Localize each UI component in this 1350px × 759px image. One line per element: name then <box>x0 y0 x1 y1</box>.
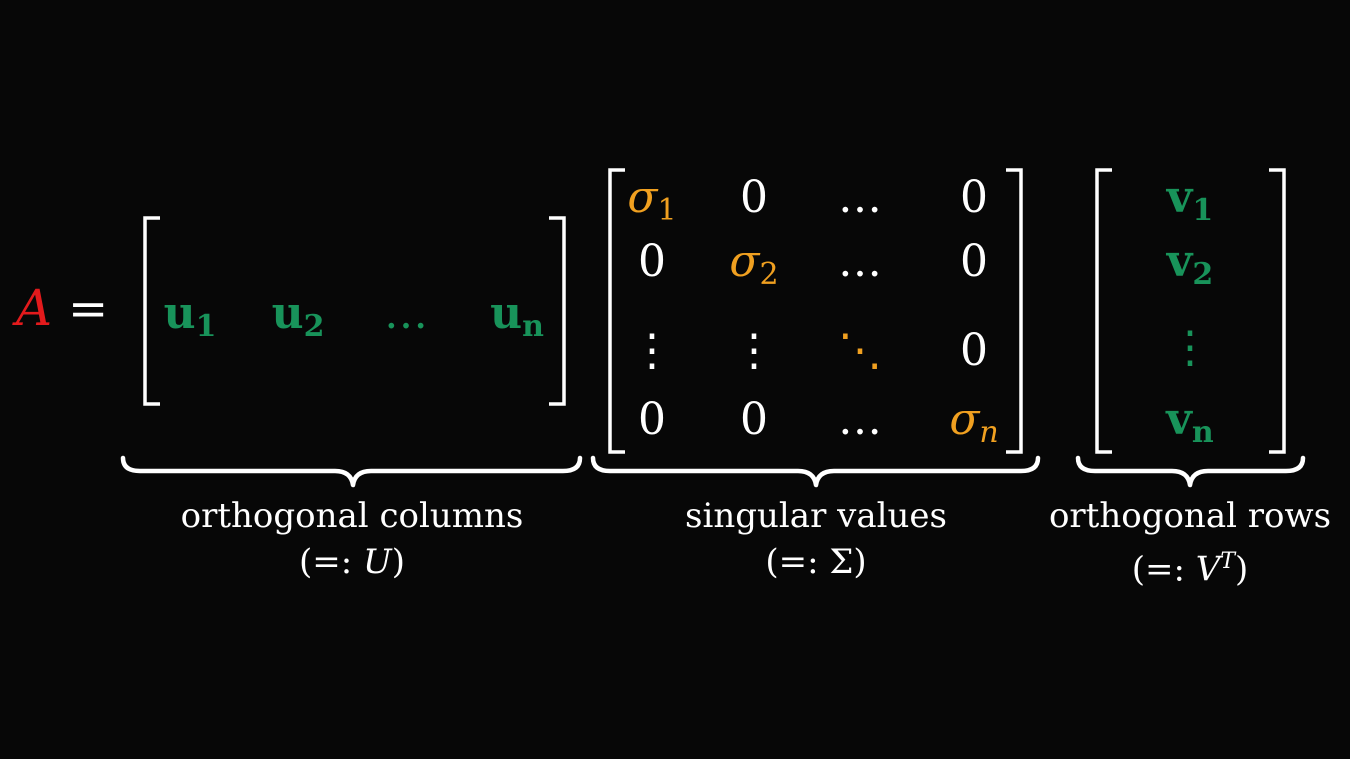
VT-def-symbol: V <box>1195 549 1221 590</box>
U-underbrace <box>120 455 583 488</box>
Sigma-def-symbol: Σ <box>829 542 854 582</box>
U-right-bracket <box>549 216 566 406</box>
U-label: orthogonal columns <box>180 496 524 536</box>
U-entry-3: un <box>490 288 544 344</box>
VT-entry-0-base: v <box>1166 172 1194 223</box>
Sigma-entry-r2-c0: ⋮ <box>630 325 674 376</box>
U-entries: u1 u2… un <box>164 288 545 344</box>
U-def-symbol: U <box>363 542 392 582</box>
Sigma-entry-r2-c1: ⋮ <box>732 325 776 376</box>
VT-entry-3: vn <box>1165 394 1214 450</box>
Sigma-label-block: singular values (=: Σ) <box>616 493 1016 585</box>
VT-label-block: orthogonal rows (=: VT) <box>1040 493 1340 592</box>
U-entry-0-subscript: 1 <box>196 309 217 344</box>
VT-entry-1: v2 <box>1166 236 1213 292</box>
U-entry-0: u1 <box>164 288 217 344</box>
Sigma-entry-r1-c3: 0 <box>960 236 988 287</box>
VT-underbrace <box>1075 455 1306 488</box>
Sigma-entry-r1-c1-base: σ <box>729 236 761 287</box>
VT-entry-1-base: v <box>1166 236 1194 287</box>
U-entry-1-subscript: 2 <box>304 309 325 344</box>
VT-entry-3-subscript: n <box>1192 415 1214 450</box>
Sigma-entry-r2-c2: ⋱ <box>838 325 882 376</box>
VT-entry-0: v1 <box>1166 172 1213 228</box>
Sigma-entry-r1-c1: σ2 <box>729 236 778 292</box>
VT-def-close: ) <box>1235 549 1249 590</box>
U-entry-1: u2 <box>272 288 325 344</box>
Sigma-label: singular values <box>685 496 947 536</box>
Sigma-entry-r0-c2: … <box>838 172 882 223</box>
Sigma-entry-r3-c3-base: σ <box>949 394 981 445</box>
equals-sign: = <box>68 281 108 337</box>
Sigma-underbrace <box>590 455 1041 488</box>
VT-entry-1-subscript: 2 <box>1192 257 1213 292</box>
Sigma-entry-r1-c0: 0 <box>638 236 666 287</box>
VT-label: orthogonal rows <box>1048 496 1332 536</box>
Sigma-entry-r3-c3-subscript: n <box>979 415 998 450</box>
Sigma-definition: (=: Σ) <box>616 539 1016 585</box>
Sigma-def-close: ) <box>853 542 867 582</box>
Sigma-entry-r0-c0-subscript: 1 <box>657 193 676 228</box>
U-label-block: orthogonal columns (=: U) <box>152 493 552 585</box>
VT-definition: (=: VT) <box>1040 539 1340 592</box>
VT-def-superscript: T <box>1220 549 1235 574</box>
VT-right-bracket <box>1269 168 1286 454</box>
Sigma-entry-r2-c3: 0 <box>960 325 988 376</box>
Sigma-entry-r3-c3: σn <box>949 394 998 450</box>
VT-entry-0-subscript: 1 <box>1192 193 1213 228</box>
VT-left-bracket <box>1095 168 1112 454</box>
Sigma-entry-r0-c3: 0 <box>960 172 988 223</box>
Sigma-left-bracket <box>608 168 625 454</box>
Sigma-entry-r1-c2: … <box>838 236 882 287</box>
U-definition: (=: U) <box>152 539 552 585</box>
VT-entry-2: ⋮ <box>1168 322 1212 373</box>
Sigma-entry-r0-c0-base: σ <box>627 172 659 223</box>
Sigma-entries: σ1 0… 00 σ2… 0⋮ ⋮ ⋱ 00 0… σn <box>627 172 998 450</box>
U-entry-2: … <box>384 288 428 339</box>
U-left-bracket <box>143 216 160 406</box>
U-entry-1-base: u <box>272 288 304 339</box>
Sigma-entry-r3-c2: … <box>838 394 882 445</box>
Sigma-entry-r0-c1: 0 <box>740 172 768 223</box>
U-def-open: (=: <box>299 542 353 582</box>
U-entry-3-subscript: n <box>522 309 544 344</box>
VT-entry-3-base: v <box>1165 394 1193 445</box>
Sigma-def-open: (=: <box>765 542 819 582</box>
U-entry-3-base: u <box>490 288 522 339</box>
matrix-A-symbol: A <box>12 279 52 337</box>
Sigma-right-bracket <box>1006 168 1023 454</box>
U-def-close: ) <box>391 542 405 582</box>
VT-def-open: (=: <box>1131 549 1185 590</box>
Sigma-entry-r3-c0: 0 <box>638 394 666 445</box>
Sigma-entry-r3-c1: 0 <box>740 394 768 445</box>
U-entry-0-base: u <box>164 288 196 339</box>
Sigma-entry-r1-c1-subscript: 2 <box>759 257 778 292</box>
Sigma-entry-r0-c0: σ1 <box>627 172 676 228</box>
